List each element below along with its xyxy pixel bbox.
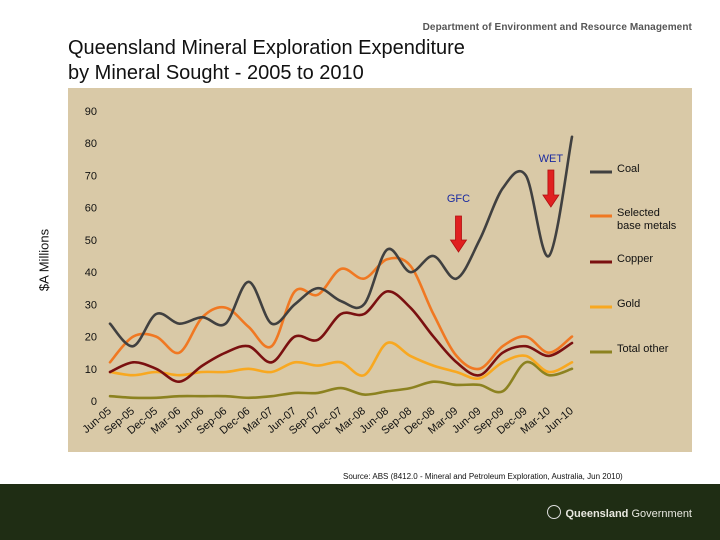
logo-text-bold: Queensland	[565, 508, 629, 520]
legend-label-selected-base-metals: Selected	[617, 207, 660, 219]
legend-label-selected-base-metals: base metals	[617, 220, 677, 232]
y-tick-label: 80	[85, 138, 97, 150]
series-line-gold	[108, 341, 574, 380]
annotation-label-gfc: GFC	[447, 193, 470, 205]
slide-title: Queensland Mineral Exploration Expenditu…	[68, 36, 465, 86]
logo-text: Government	[628, 508, 692, 520]
series-line-copper	[108, 290, 574, 383]
y-tick-label: 40	[85, 267, 97, 279]
title-line-2: by Mineral Sought - 2005 to 2010	[68, 62, 364, 84]
queensland-government-logo: Queensland Government	[547, 505, 692, 520]
y-tick-label: 30	[85, 299, 97, 311]
series-line-selected-base-metals	[108, 256, 574, 371]
y-tick-label: 10	[85, 364, 97, 376]
title-line-1: Queensland Mineral Exploration Expenditu…	[68, 37, 465, 59]
footer-bar: Queensland Government	[0, 484, 720, 540]
series-line-coal	[108, 135, 574, 348]
legend-label-gold: Gold	[617, 298, 640, 310]
y-tick-label: 90	[85, 106, 97, 118]
annotations: GFC WET	[447, 153, 564, 253]
department-header: Department of Environment and Resource M…	[422, 22, 692, 33]
legend-label-copper: Copper	[617, 253, 653, 265]
crest-icon	[547, 505, 562, 519]
series-lines	[108, 135, 574, 400]
annotation-arrow-gfc	[449, 215, 468, 253]
annotation-label-wet: WET	[539, 153, 564, 165]
source-note: Source: ABS (8412.0 - Mineral and Petrol…	[343, 472, 623, 481]
y-tick-label: 60	[85, 203, 97, 215]
y-tick-labels: 0 10 20 30 40 50 60 70 80 90	[85, 106, 97, 408]
y-tick-label: 70	[85, 170, 97, 182]
y-tick-label: 50	[85, 235, 97, 247]
legend-label-coal: Coal	[617, 163, 640, 175]
y-tick-label: 0	[91, 396, 97, 408]
series-line-total-other	[108, 360, 574, 400]
y-tick-label: 20	[85, 332, 97, 344]
annotation-arrow-wet	[542, 169, 560, 208]
legend-label-total-other: Total other	[617, 343, 669, 355]
